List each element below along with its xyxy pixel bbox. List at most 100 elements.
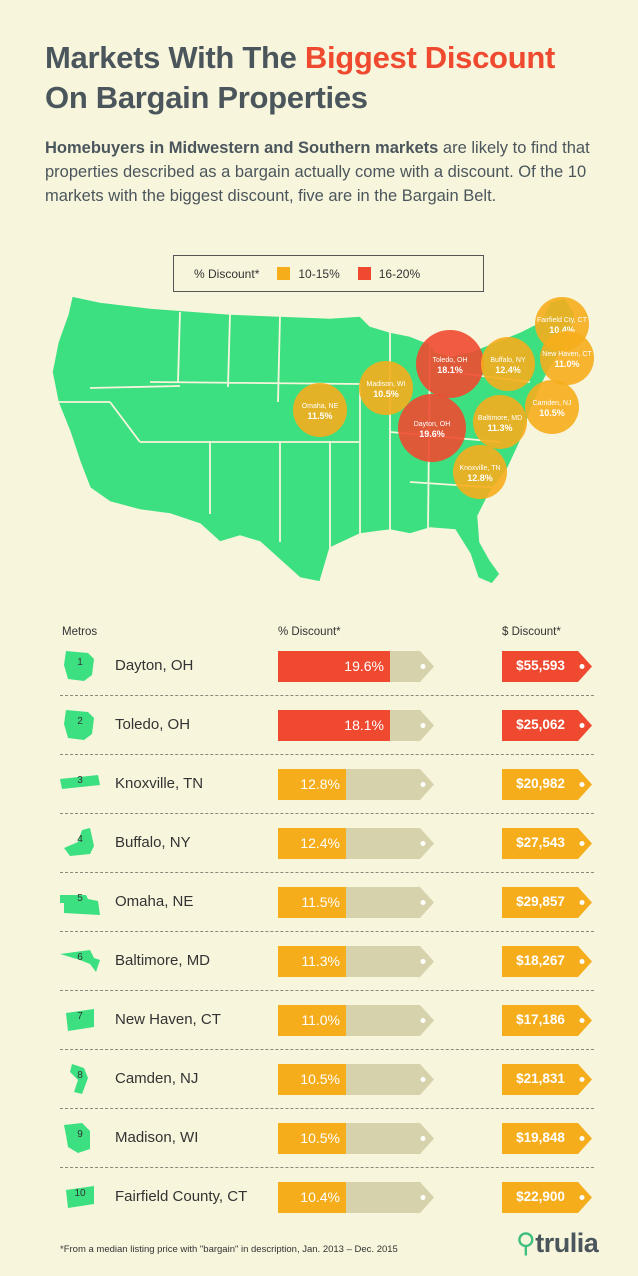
table-row: 7 New Haven, CT 11.0% $17,186 (60, 992, 594, 1050)
rank-number: 7 (77, 1011, 83, 1022)
map-marker-name: Toledo, OH (432, 357, 467, 364)
metro-name: Buffalo, NY (115, 834, 191, 851)
rank-number: 5 (77, 893, 83, 904)
pct-discount-bar (278, 1005, 434, 1036)
row-divider (60, 1049, 594, 1050)
dollar-discount-tag (502, 946, 592, 977)
bar-track (278, 887, 434, 918)
rank-number: 3 (77, 775, 83, 786)
legend-swatch-orange (277, 267, 291, 280)
dollar-discount-tag (502, 769, 592, 800)
rank-number: 2 (77, 716, 83, 727)
dollar-discount-label: $55,593 (516, 658, 565, 673)
map-marker (481, 337, 535, 391)
map-marker-name: Baltimore, MD (478, 415, 522, 422)
pct-discount-bar (278, 769, 434, 800)
row-divider (60, 990, 594, 991)
map-marker-value: 10.5% (539, 408, 565, 418)
row-divider (60, 813, 594, 814)
metro-name: Madison, WI (115, 1129, 199, 1146)
map-marker-name: Fairfield Cty, CT (537, 317, 588, 324)
row-divider (60, 754, 594, 755)
bar-fill (278, 1064, 346, 1095)
title-part2: On Bargain Properties (45, 80, 368, 115)
tag-hole (420, 1195, 426, 1200)
pct-discount-label: 10.5% (300, 1130, 340, 1146)
table-row: 10 Fairfield County, CT 10.4% $22,900 (60, 1169, 594, 1227)
map-marker (540, 331, 594, 385)
map-marker-name: Camden, NJ (533, 400, 572, 407)
map-marker (453, 445, 507, 499)
row-divider (60, 1108, 594, 1109)
dollar-discount-label: $17,186 (516, 1012, 565, 1027)
dollar-discount-label: $29,857 (516, 894, 565, 909)
intro-paragraph: Homebuyers in Midwestern and Southern ma… (45, 136, 605, 208)
pct-discount-bar (278, 887, 434, 918)
rank-number: 9 (77, 1129, 83, 1140)
bar-track (278, 710, 434, 741)
tag-hole (420, 1136, 426, 1141)
metro-name: Fairfield County, CT (115, 1188, 248, 1205)
bar-fill (278, 946, 346, 977)
dollar-discount-label: $19,848 (516, 1130, 565, 1145)
dollar-discount-tag (502, 1123, 592, 1154)
pct-discount-bar (278, 1064, 434, 1095)
ohio-state-icon (64, 710, 94, 740)
rank-number: 1 (77, 657, 83, 668)
tag-hole (420, 841, 426, 846)
pct-discount-label: 19.6% (344, 658, 384, 674)
connecticut-state-icon (66, 1009, 94, 1031)
col-header-dollar: $ Discount* (502, 626, 561, 638)
bar-track (278, 651, 434, 682)
rank-number: 10 (74, 1188, 86, 1199)
col-header-metros: Metros (62, 626, 98, 638)
metro-name: Baltimore, MD (115, 952, 211, 969)
dollar-discount-tag (502, 1005, 592, 1036)
bar-track (278, 1005, 434, 1036)
footnote: *From a median listing price with "barga… (60, 1244, 398, 1255)
dollar-discount-tag (502, 1064, 592, 1095)
maryland-state-icon (60, 950, 100, 972)
legend-label: % Discount* (194, 266, 260, 281)
pct-discount-bar (278, 946, 434, 977)
dollar-discount-tag (502, 710, 592, 741)
map-marker-value: 11.0% (554, 359, 579, 369)
map-marker-name: New Haven, CT (542, 351, 592, 358)
map-marker-value: 11.5% (307, 411, 332, 421)
map-marker-value: 11.3% (487, 423, 512, 433)
bar-track (278, 1123, 434, 1154)
bar-fill (278, 710, 390, 741)
title-part1: Markets With The (45, 40, 305, 75)
dollar-discount-tag (502, 1182, 592, 1213)
pct-discount-label: 12.4% (300, 835, 340, 851)
pct-discount-label: 12.8% (300, 776, 340, 792)
row-divider (60, 931, 594, 932)
bar-track (278, 946, 434, 977)
bar-track (278, 1064, 434, 1095)
map-marker (293, 383, 347, 437)
map-marker-value: 10.4% (549, 325, 575, 335)
bar-fill (278, 1182, 346, 1213)
pct-discount-label: 18.1% (344, 717, 384, 733)
map-marker (416, 330, 484, 398)
tag-hole (420, 782, 426, 787)
metro-name: Knoxville, TN (115, 775, 204, 792)
bar-track (278, 769, 434, 800)
intro-rest: are likely to find that properties descr… (45, 139, 590, 205)
dollar-discount-label: $21,831 (516, 1071, 565, 1086)
dollar-discount-label: $27,543 (516, 835, 565, 850)
dollar-discount-label: $18,267 (516, 953, 565, 968)
map-marker (398, 394, 466, 462)
metro-name: New Haven, CT (115, 1011, 221, 1028)
table-row: 9 Madison, WI 10.5% $19,848 (60, 1110, 594, 1168)
map-marker-value: 12.4% (495, 365, 521, 375)
newyork-state-icon (64, 828, 94, 856)
row-divider (60, 872, 594, 873)
bar-fill (278, 769, 346, 800)
tennessee-state-icon (60, 775, 100, 789)
map-marker (525, 380, 579, 434)
bar-fill (278, 651, 390, 682)
dollar-discount-tag (502, 651, 592, 682)
